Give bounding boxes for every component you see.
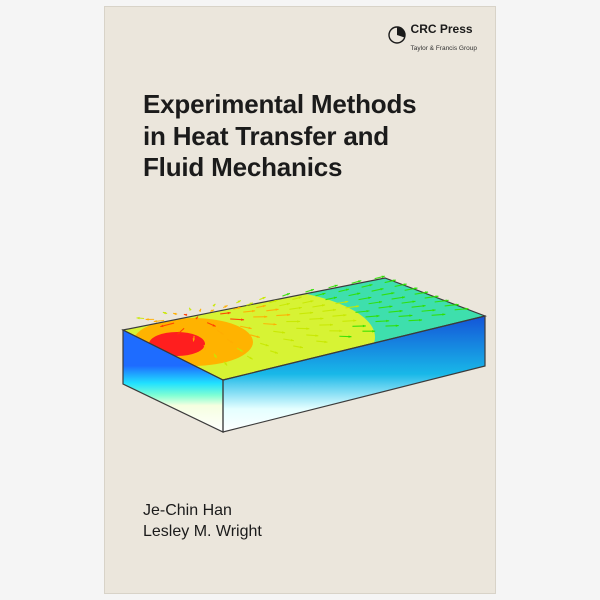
title-line-3: Fluid Mechanics xyxy=(143,152,342,182)
title-line-1: Experimental Methods xyxy=(143,89,416,119)
cover-figure xyxy=(105,232,495,437)
authors-block: Je-Chin Han Lesley M. Wright xyxy=(143,500,262,543)
book-title: Experimental Methods in Heat Transfer an… xyxy=(143,89,465,184)
author-2: Lesley M. Wright xyxy=(143,521,262,543)
title-line-2: in Heat Transfer and xyxy=(143,121,389,151)
publisher-name: CRC Press xyxy=(411,22,473,36)
publisher-logo-icon xyxy=(388,26,406,49)
book-cover: CRC Press Taylor & Francis Group Experim… xyxy=(104,6,496,594)
publisher-tagline: Taylor & Francis Group xyxy=(411,45,477,52)
publisher-block: CRC Press Taylor & Francis Group xyxy=(388,21,477,55)
author-1: Je-Chin Han xyxy=(143,500,262,522)
